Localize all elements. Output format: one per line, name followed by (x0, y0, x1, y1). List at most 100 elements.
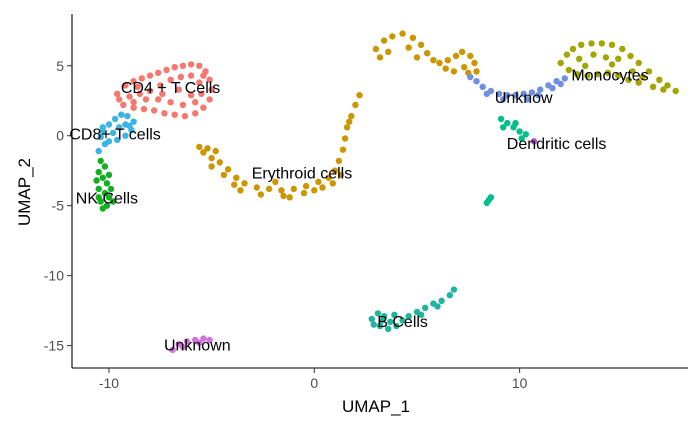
point-0-42 (187, 92, 195, 99)
cluster-label: B Cells (377, 314, 428, 331)
point-1-16 (99, 124, 107, 131)
cluster-label: CD4 + T Cells (121, 80, 220, 97)
point-3-17 (343, 124, 351, 131)
point-0-43 (200, 72, 207, 79)
point-5-19 (615, 72, 622, 79)
cluster-label: Unknow (495, 90, 553, 107)
point-7-8 (399, 317, 406, 324)
point-7-7 (370, 321, 377, 328)
point-5-23 (576, 55, 583, 62)
cluster-label: CD8+ T cells (69, 126, 160, 143)
point-0-15 (200, 104, 207, 111)
point-3-29 (208, 163, 215, 170)
point-7-6 (376, 322, 384, 330)
point-0-26 (136, 90, 143, 98)
point-0-5 (155, 69, 162, 77)
point-3-36 (380, 37, 388, 44)
point-3-22 (237, 187, 244, 194)
point-3-23 (257, 191, 265, 198)
point-3-32 (272, 178, 279, 186)
point-7-13 (438, 297, 445, 304)
point-0-9 (187, 61, 195, 68)
y-tick-label: -15 (44, 338, 64, 354)
point-5-28 (608, 61, 616, 68)
point-5-15 (573, 71, 581, 78)
point-8-5 (206, 336, 213, 344)
cluster-labels: CD4 + T Cells CD8+ T cells NK Cells Erythro… (69, 68, 648, 355)
point-0-0 (114, 90, 121, 98)
point-0-35 (179, 101, 187, 109)
point-0-25 (126, 93, 133, 100)
point-3-5 (241, 180, 248, 187)
point-3-28 (337, 171, 345, 179)
point-6-4 (522, 131, 529, 138)
point-2-12 (93, 177, 100, 184)
point-8-2 (183, 338, 191, 345)
point-0-19 (161, 110, 168, 117)
point-9-0 (530, 138, 538, 145)
point-5-1 (563, 51, 571, 58)
point-3-41 (424, 50, 431, 57)
point-5-9 (635, 59, 642, 67)
point-3-49 (473, 68, 480, 75)
cluster-label: Unknown (164, 338, 231, 355)
point-7-19 (434, 303, 441, 310)
point-7-18 (417, 311, 425, 318)
point-5-0 (557, 59, 564, 67)
cluster-points-7 (368, 286, 458, 332)
y-tick-label: 0 (56, 128, 64, 144)
point-5-31 (660, 86, 667, 93)
point-1-8 (114, 136, 121, 144)
point-3-15 (339, 146, 347, 153)
point-7-3 (387, 318, 394, 325)
point-3-47 (467, 52, 474, 60)
point-0-37 (155, 96, 162, 103)
x-tick-label: -10 (99, 375, 119, 391)
point-0-13 (208, 86, 215, 93)
point-5-20 (625, 76, 632, 84)
point-3-13 (331, 167, 338, 174)
point-4-2 (479, 83, 486, 91)
cluster-label: Erythroid cells (252, 166, 352, 183)
cluster-points-8 (169, 335, 213, 353)
point-3-44 (444, 57, 451, 64)
point-4-5 (504, 92, 511, 99)
point-5-10 (645, 68, 653, 75)
point-6-5 (500, 124, 507, 131)
point-1-7 (122, 132, 129, 139)
point-6-10 (483, 199, 490, 207)
point-4-13 (549, 85, 556, 92)
point-0-12 (206, 76, 213, 84)
point-3-12 (325, 174, 332, 181)
point-0-41 (159, 90, 166, 98)
point-1-3 (118, 111, 125, 118)
point-1-2 (111, 115, 119, 123)
point-5-12 (664, 82, 671, 89)
point-7-14 (446, 292, 453, 299)
point-0-31 (187, 72, 195, 79)
point-5-21 (635, 79, 642, 86)
point-4-7 (520, 90, 527, 98)
point-0-18 (171, 111, 178, 118)
point-0-20 (150, 107, 158, 114)
point-0-10 (196, 62, 203, 69)
point-8-0 (169, 346, 176, 353)
point-3-1 (208, 154, 215, 162)
point-2-11 (107, 185, 115, 193)
point-5-2 (569, 45, 577, 53)
point-5-11 (656, 76, 663, 84)
point-3-54 (405, 44, 412, 51)
point-5-14 (565, 66, 573, 74)
point-2-2 (95, 168, 102, 176)
point-5-22 (649, 83, 657, 91)
point-2-1 (101, 163, 109, 170)
point-2-5 (95, 185, 102, 193)
point-0-24 (116, 96, 123, 103)
point-3-8 (278, 187, 285, 194)
point-5-17 (594, 71, 601, 78)
point-5-3 (578, 41, 585, 48)
point-3-37 (389, 33, 396, 40)
cluster-points-3 (196, 30, 480, 201)
point-3-0 (200, 149, 207, 156)
point-5-6 (608, 41, 616, 48)
